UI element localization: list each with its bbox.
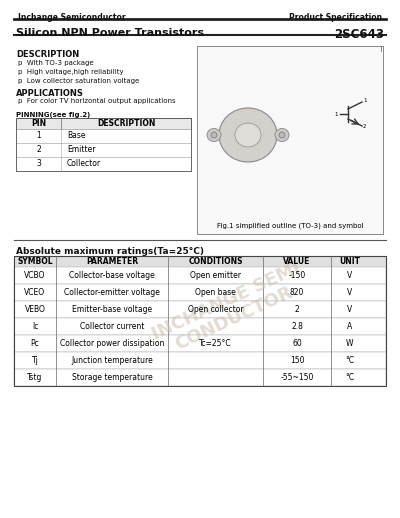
Text: V: V [347, 305, 353, 314]
Text: V: V [347, 271, 353, 280]
Text: W: W [346, 339, 354, 348]
Text: Open collector: Open collector [188, 305, 243, 314]
Text: VCBO: VCBO [24, 271, 46, 280]
Bar [14, 284, 386, 301]
Text: 2: 2 [295, 305, 299, 314]
Ellipse shape [207, 128, 221, 141]
Text: Storage temperature: Storage temperature [72, 373, 152, 382]
Ellipse shape [219, 108, 277, 162]
Text: CONDITIONS: CONDITIONS [188, 257, 243, 266]
Text: 2.8: 2.8 [291, 322, 303, 331]
Text: Collector power dissipation: Collector power dissipation [60, 339, 164, 348]
Text: Open emitter: Open emitter [190, 271, 241, 280]
Text: 2SC643: 2SC643 [334, 28, 384, 41]
Bar [16, 143, 191, 157]
Ellipse shape [235, 123, 261, 147]
Text: Silicon NPN Power Transistors: Silicon NPN Power Transistors [16, 28, 204, 38]
Bar [14, 318, 386, 335]
Text: 1: 1 [36, 132, 41, 140]
Text: -150: -150 [288, 271, 306, 280]
Text: Absolute maximum ratings(Ta=25°C): Absolute maximum ratings(Ta=25°C) [16, 247, 204, 256]
Text: 2: 2 [363, 124, 366, 130]
Text: Pc: Pc [31, 339, 39, 348]
Text: 820: 820 [290, 288, 304, 297]
Text: Fig.1 simplified outline (TO-3) and symbol: Fig.1 simplified outline (TO-3) and symb… [217, 223, 363, 229]
Text: 2: 2 [36, 146, 41, 154]
Text: 60: 60 [292, 339, 302, 348]
Text: p  High voltage,high reliability: p High voltage,high reliability [18, 69, 124, 75]
Text: 150: 150 [290, 356, 304, 365]
Bar [14, 256, 386, 267]
Text: PARAMETER: PARAMETER [86, 257, 138, 266]
Text: Collector-base voltage: Collector-base voltage [69, 271, 155, 280]
Text: Ic: Ic [32, 322, 38, 331]
Text: VEBO: VEBO [24, 305, 46, 314]
Text: Collector current: Collector current [80, 322, 144, 331]
Text: p  For color TV horizontal output applications: p For color TV horizontal output applica… [18, 98, 176, 104]
Text: V: V [347, 288, 353, 297]
Bar [14, 352, 386, 369]
Text: Tc=25°C: Tc=25°C [199, 339, 232, 348]
Text: VCEO: VCEO [24, 288, 46, 297]
Bar [14, 335, 386, 352]
Text: APPLICATIONS: APPLICATIONS [16, 89, 84, 98]
Bar [14, 267, 386, 284]
Bar [16, 118, 191, 171]
Text: Tj: Tj [32, 356, 38, 365]
Text: Emitter: Emitter [67, 146, 96, 154]
Bar [16, 157, 191, 171]
Text: Junction temperature: Junction temperature [71, 356, 153, 365]
Text: UNIT: UNIT [340, 257, 360, 266]
Text: DESCRIPTION: DESCRIPTION [97, 119, 155, 128]
Text: -55~150: -55~150 [280, 373, 314, 382]
Text: 1: 1 [334, 111, 338, 117]
Bar [14, 301, 386, 318]
Bar [16, 118, 191, 129]
Text: Open base: Open base [195, 288, 236, 297]
Text: INCHANGE SEMI
CONDUCTOR: INCHANGE SEMI CONDUCTOR [149, 259, 311, 361]
Text: A: A [347, 322, 353, 331]
Bar [197, 46, 383, 234]
Text: VALUE: VALUE [283, 257, 311, 266]
Text: Inchange Semiconductor: Inchange Semiconductor [18, 13, 126, 22]
Text: Emitter-base voltage: Emitter-base voltage [72, 305, 152, 314]
Circle shape [279, 132, 285, 138]
Text: Tstg: Tstg [27, 373, 43, 382]
Text: Collector: Collector [67, 160, 101, 168]
Text: °C: °C [346, 373, 354, 382]
Text: 1: 1 [363, 98, 366, 104]
Bar [14, 369, 386, 386]
Ellipse shape [275, 128, 289, 141]
Bar [16, 129, 191, 143]
Text: 3: 3 [36, 160, 41, 168]
Text: p  With TO-3 package: p With TO-3 package [18, 60, 94, 66]
Text: p  Low collector saturation voltage: p Low collector saturation voltage [18, 78, 139, 84]
Text: °C: °C [346, 356, 354, 365]
Text: Base: Base [67, 132, 86, 140]
Bar [14, 256, 386, 386]
Text: Product Specification: Product Specification [289, 13, 382, 22]
Text: Collector-emitter voltage: Collector-emitter voltage [64, 288, 160, 297]
Text: DESCRIPTION: DESCRIPTION [16, 50, 79, 59]
Text: SYMBOL: SYMBOL [17, 257, 53, 266]
Circle shape [211, 132, 217, 138]
Text: PINNING(see fig.2): PINNING(see fig.2) [16, 112, 90, 118]
Text: PIN: PIN [31, 119, 46, 128]
